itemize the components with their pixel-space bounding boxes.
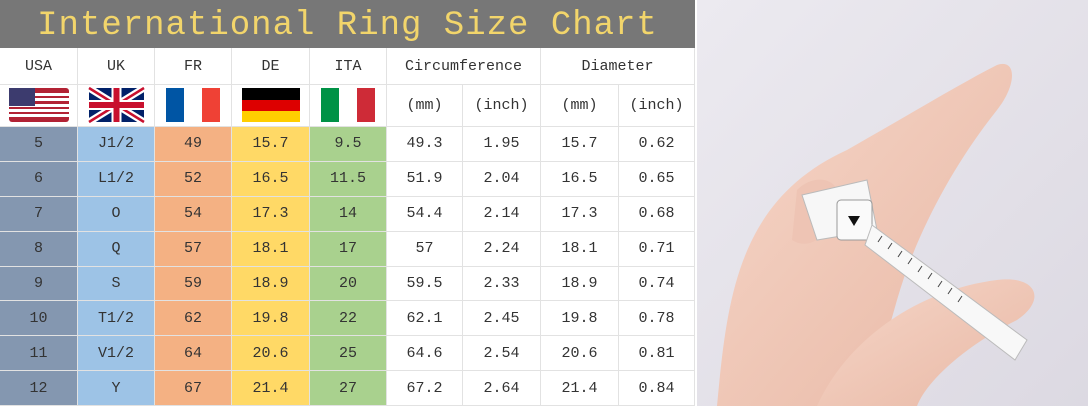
ring-sizer-scale (877, 235, 963, 303)
title: International Ring Size Chart (0, 0, 695, 48)
data-cell: 20.6 (541, 336, 619, 372)
data-cell: 54 (155, 196, 232, 232)
flag-usa (9, 88, 69, 122)
header-cell: ITA (310, 48, 387, 85)
data-cell: 1.95 (463, 127, 541, 162)
unit-cell: (mm) (541, 85, 619, 127)
data-cell: 16.5 (232, 161, 310, 197)
data-cell: 2.45 (463, 301, 541, 337)
data-cell: 64.6 (387, 336, 463, 372)
data-cell: 8 (0, 231, 78, 267)
data-cell: 67.2 (387, 371, 463, 406)
data-cell: 10 (0, 301, 78, 337)
data-cell: 25 (310, 336, 387, 372)
data-cell: 15.7 (541, 127, 619, 162)
data-cell: 16.5 (541, 161, 619, 197)
data-cell: T1/2 (78, 301, 155, 337)
header-cell: FR (155, 48, 232, 85)
data-cell: 21.4 (541, 371, 619, 406)
data-cell: O (78, 196, 155, 232)
data-cell: L1/2 (78, 161, 155, 197)
data-cell: 0.74 (619, 266, 695, 302)
data-cell: J1/2 (78, 127, 155, 162)
data-cell: 0.71 (619, 231, 695, 267)
data-cell: 2.14 (463, 196, 541, 232)
data-cell: 2.33 (463, 266, 541, 302)
data-cell: 7 (0, 196, 78, 232)
data-cell: 54.4 (387, 196, 463, 232)
data-cell: 20 (310, 266, 387, 302)
flag-it (321, 88, 375, 122)
data-cell: 6 (0, 161, 78, 197)
data-cell: 57 (387, 231, 463, 267)
unit-cell: (mm) (387, 85, 463, 127)
ring-photo (697, 0, 1088, 406)
header-cell: USA (0, 48, 78, 85)
data-cell: 21.4 (232, 371, 310, 406)
data-cell: 5 (0, 127, 78, 162)
data-cell: 2.54 (463, 336, 541, 372)
data-cell: 59.5 (387, 266, 463, 302)
data-cell: 17.3 (541, 196, 619, 232)
data-cell: 2.04 (463, 161, 541, 197)
data-cell: Y (78, 371, 155, 406)
data-cell: 64 (155, 336, 232, 372)
data-cell: 15.7 (232, 127, 310, 162)
data-cell: 12 (0, 371, 78, 406)
flag-uk (87, 85, 146, 125)
data-cell: 57 (155, 231, 232, 267)
ring-sizer-arrow (848, 216, 860, 226)
data-cell: S (78, 266, 155, 302)
data-cell: 2.64 (463, 371, 541, 406)
data-cell: 0.68 (619, 196, 695, 232)
data-cell: Q (78, 231, 155, 267)
header-cell: Diameter (541, 48, 695, 85)
data-cell: 9.5 (310, 127, 387, 162)
data-cell: 19.8 (232, 301, 310, 337)
data-cell: V1/2 (78, 336, 155, 372)
data-cell: 2.24 (463, 231, 541, 267)
data-cell: 0.62 (619, 127, 695, 162)
data-cell: 17 (310, 231, 387, 267)
data-cell: 17.3 (232, 196, 310, 232)
data-cell: 62.1 (387, 301, 463, 337)
data-cell: 11 (0, 336, 78, 372)
data-cell: 14 (310, 196, 387, 232)
flag-fr (166, 88, 220, 122)
data-cell: 67 (155, 371, 232, 406)
data-cell: 22 (310, 301, 387, 337)
data-cell: 27 (310, 371, 387, 406)
data-cell: 59 (155, 266, 232, 302)
data-cell: 62 (155, 301, 232, 337)
data-cell: 0.78 (619, 301, 695, 337)
header-cell: Circumference (387, 48, 541, 85)
data-cell: 18.9 (541, 266, 619, 302)
data-cell: 0.81 (619, 336, 695, 372)
data-cell: 51.9 (387, 161, 463, 197)
data-cell: 11.5 (310, 161, 387, 197)
unit-cell: (inch) (463, 85, 541, 127)
data-cell: 18.1 (232, 231, 310, 267)
data-cell: 18.1 (541, 231, 619, 267)
data-cell: 19.8 (541, 301, 619, 337)
flags (9, 85, 375, 125)
unit-cell: (inch) (619, 85, 695, 127)
data-cell: 0.84 (619, 371, 695, 406)
header-cell: DE (232, 48, 310, 85)
data-cell: 0.65 (619, 161, 695, 197)
data-cell: 52 (155, 161, 232, 197)
data-cell: 49 (155, 127, 232, 162)
data-cell: 49.3 (387, 127, 463, 162)
data-cell: 9 (0, 266, 78, 302)
data-cell: 20.6 (232, 336, 310, 372)
header-cell: UK (78, 48, 155, 85)
flag-de (242, 88, 300, 122)
data-cell: 18.9 (232, 266, 310, 302)
ring-sizer-strip (864, 224, 1028, 361)
